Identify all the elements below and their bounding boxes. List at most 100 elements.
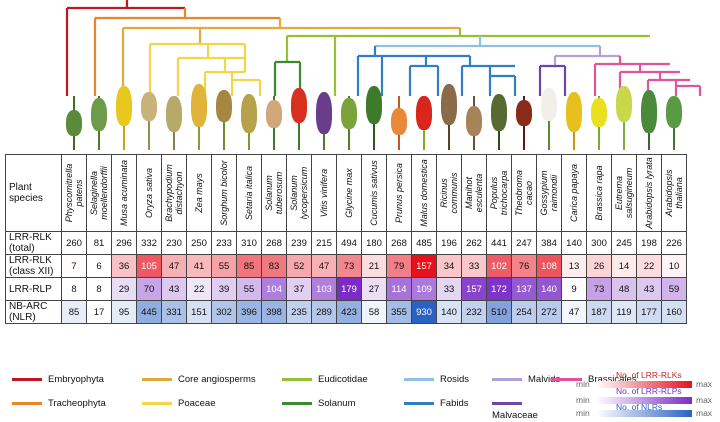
scale-title-rlk: No. of LRR-RLKs	[616, 370, 682, 380]
row-label-lrr-rlk-xii: LRR-RLK (class XII)	[5, 254, 62, 278]
species-cell: Glycine max	[336, 154, 362, 232]
species-cell: Prunus persica	[386, 154, 412, 232]
species-cell: Eutrema salsugineum	[611, 154, 637, 232]
scale-bar-rlp	[596, 397, 692, 404]
plant-images-row	[0, 84, 720, 154]
value-cell: 239	[286, 231, 312, 255]
value-cell: 102	[486, 254, 512, 278]
embryophyta-branch	[65, 0, 185, 96]
poplar-plant-icon	[490, 92, 508, 150]
maize-plant-icon	[190, 84, 208, 150]
species-cell: Carica papaya	[561, 154, 587, 232]
species-row: Plant species Physcomitrella patens Sela…	[5, 154, 687, 232]
species-cell: Setaria italica	[236, 154, 262, 232]
value-cell: 33	[436, 277, 462, 301]
value-cell: 109	[411, 277, 437, 301]
malvaceae-branch	[538, 64, 567, 96]
value-cell: 331	[161, 300, 187, 324]
legend-swatch	[142, 377, 172, 381]
value-cell: 8	[86, 277, 112, 301]
scale-min-rlk: min	[576, 379, 590, 389]
legend-item: Core angiosperms	[142, 374, 256, 386]
species-cell: Solanum lycopersicum	[286, 154, 312, 232]
legend-item: Embryophyta	[12, 374, 104, 386]
value-cell: 73	[336, 254, 362, 278]
species-cell: Sorghum bicolor	[211, 154, 237, 232]
species-cell: Theobroma cacao	[511, 154, 537, 232]
legend-item: Rosids	[404, 374, 469, 386]
lrr-rlk-total-row: LRR-RLK (total) 260 81 296 332 230 250 233 310 2…	[5, 231, 687, 255]
value-cell: 268	[386, 231, 412, 255]
tracheophyta-branch	[93, 8, 280, 96]
value-cell: 43	[161, 277, 187, 301]
legend-item: Solanum	[282, 398, 356, 410]
fabids-branch	[356, 46, 517, 96]
value-cell: 302	[211, 300, 237, 324]
value-cell: 55	[236, 277, 262, 301]
legend-swatch	[492, 377, 522, 381]
malvids-branch	[553, 46, 620, 66]
value-cell: 104	[261, 277, 287, 301]
species-cell: Physcomitrella patens	[61, 154, 87, 232]
castor-plant-icon	[440, 84, 458, 150]
color-scale-legend: No. of LRR-RLKs min max No. of LRR-RLPs …	[572, 370, 718, 418]
value-cell: 21	[361, 254, 387, 278]
species-cell: Populus trichocarpa	[486, 154, 512, 232]
value-cell: 27	[361, 277, 387, 301]
value-cell: 441	[486, 231, 512, 255]
legend-item: Poaceae	[142, 398, 216, 410]
value-cell: 22	[186, 277, 212, 301]
value-cell: 8	[61, 277, 87, 301]
legend-swatch	[282, 401, 312, 405]
legend-swatch	[404, 377, 434, 381]
value-cell: 114	[386, 277, 412, 301]
value-cell: 187	[586, 300, 612, 324]
legend-item: Eudicotidae	[282, 374, 368, 386]
papaya-plant-icon	[565, 92, 583, 150]
value-cell: 140	[561, 231, 587, 255]
value-cell: 14	[611, 254, 637, 278]
value-cell: 26	[586, 254, 612, 278]
value-cell: 108	[536, 254, 562, 278]
rosids-branch	[375, 36, 600, 48]
species-cell: Malus domestica	[411, 154, 437, 232]
value-cell: 930	[411, 300, 437, 324]
eudicotidae-branch	[285, 28, 650, 96]
value-cell: 119	[611, 300, 637, 324]
value-cell: 73	[586, 277, 612, 301]
value-cell: 13	[561, 254, 587, 278]
value-cell: 52	[286, 254, 312, 278]
value-cell: 384	[536, 231, 562, 255]
scale-min-nlr: min	[576, 408, 590, 418]
species-cell: Zea mays	[186, 154, 212, 232]
legend-item: Fabids	[404, 398, 469, 410]
value-cell: 85	[61, 300, 87, 324]
value-cell: 247	[511, 231, 537, 255]
value-cell: 226	[661, 231, 687, 255]
value-cell: 179	[336, 277, 362, 301]
value-cell: 235	[286, 300, 312, 324]
turnip-plant-icon	[590, 92, 608, 150]
value-cell: 289	[311, 300, 337, 324]
legend-swatch	[282, 377, 312, 381]
value-cell: 83	[261, 254, 287, 278]
sorghum-plant-icon	[215, 90, 233, 150]
scale-max-rlk: max	[696, 379, 713, 389]
value-cell: 48	[611, 277, 637, 301]
value-cell: 37	[286, 277, 312, 301]
value-cell: 9	[561, 277, 587, 301]
lrr-rlk-xii-row: LRR-RLK (class XII) 7 6 36 105 47 41 55 85 83 52 4…	[5, 254, 687, 278]
value-cell: 140	[436, 300, 462, 324]
value-cell: 95	[111, 300, 137, 324]
legend-item: Brassicales	[552, 374, 637, 386]
value-cell: 55	[211, 254, 237, 278]
value-cell: 485	[411, 231, 437, 255]
value-cell: 180	[361, 231, 387, 255]
value-cell: 137	[511, 277, 537, 301]
value-cell: 260	[61, 231, 87, 255]
value-cell: 59	[661, 277, 687, 301]
scale-min-rlp: min	[576, 395, 590, 405]
value-cell: 198	[636, 231, 662, 255]
value-cell: 58	[361, 300, 387, 324]
value-cell: 268	[261, 231, 287, 255]
